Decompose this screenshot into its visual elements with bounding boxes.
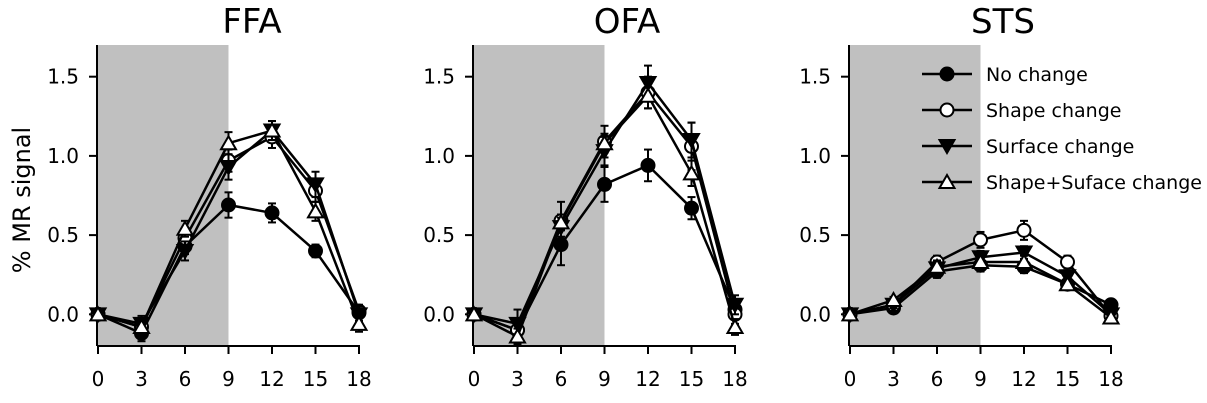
data-point xyxy=(597,176,612,192)
data-point xyxy=(595,134,614,151)
y-tick-label: 1.5 xyxy=(799,65,831,89)
data-point xyxy=(1014,253,1034,270)
x-tick-label: 18 xyxy=(722,367,747,391)
legend-label: Shape+Suface change xyxy=(986,172,1202,194)
x-tick-label: 15 xyxy=(1055,367,1080,391)
shaded-region xyxy=(474,45,605,346)
x-tick-label: 15 xyxy=(679,367,704,391)
series-shape-suface-change xyxy=(840,253,1121,325)
data-point xyxy=(175,219,195,236)
shaded-region xyxy=(98,45,229,346)
x-tick-label: 18 xyxy=(346,367,371,391)
data-point xyxy=(937,172,957,189)
panel-title: FFA xyxy=(222,2,281,42)
y-tick-label: 0.0 xyxy=(799,302,831,326)
data-point xyxy=(971,253,990,270)
data-point xyxy=(682,164,701,181)
y-tick-label: 1.0 xyxy=(799,144,831,168)
data-point xyxy=(937,139,957,156)
data-point xyxy=(308,243,323,259)
legend-label: No change xyxy=(986,64,1088,86)
x-tick-label: 0 xyxy=(468,367,481,391)
y-tick-label: 1.0 xyxy=(47,144,79,168)
y-tick-label: 1.0 xyxy=(423,144,455,168)
data-point xyxy=(1016,222,1032,238)
y-tick-label: 0.5 xyxy=(799,223,831,247)
data-point xyxy=(684,200,699,216)
data-point xyxy=(884,291,903,308)
x-tick-label: 3 xyxy=(135,367,148,391)
y-tick-label: 0.0 xyxy=(423,302,455,326)
data-point xyxy=(219,134,238,151)
y-axis-label: % MR signal xyxy=(8,127,36,273)
data-point xyxy=(508,327,527,344)
x-tick-label: 9 xyxy=(222,367,235,391)
legend-item: Shape+Suface change xyxy=(922,172,1202,194)
data-point xyxy=(973,232,988,248)
series-shape-suface-change xyxy=(88,120,369,335)
data-point xyxy=(262,121,282,138)
data-point xyxy=(1014,245,1034,262)
data-point xyxy=(927,257,947,274)
data-point xyxy=(725,297,745,314)
data-point xyxy=(1060,254,1075,270)
y-tick-label: 0.5 xyxy=(423,223,455,247)
data-point xyxy=(306,202,325,219)
x-tick-label: 3 xyxy=(511,367,524,391)
legend-label: Shape change xyxy=(986,100,1121,122)
x-tick-label: 12 xyxy=(1011,367,1036,391)
y-tick-label: 0.5 xyxy=(47,223,79,247)
panel-ofa: OFA 0 3 6 9 12 15 18 0.0 0.5 1.0 1.5 xyxy=(423,2,748,391)
data-point xyxy=(640,157,656,173)
data-point xyxy=(840,305,860,322)
x-tick-label: 6 xyxy=(931,367,944,391)
x-tick-label: 12 xyxy=(635,367,660,391)
legend-item: Surface change xyxy=(922,136,1134,158)
data-point xyxy=(1058,275,1077,292)
data-point xyxy=(132,317,151,334)
data-point xyxy=(88,305,108,322)
data-point xyxy=(638,86,658,103)
x-tick-label: 0 xyxy=(92,367,105,391)
legend: No change Shape change Surface change Shape… xyxy=(922,64,1202,194)
data-point xyxy=(219,159,238,176)
data-point xyxy=(306,177,325,194)
y-tick-label: 1.5 xyxy=(423,65,455,89)
data-point xyxy=(939,66,955,82)
x-tick-label: 12 xyxy=(259,367,284,391)
y-tick-label: 1.5 xyxy=(47,65,79,89)
y-tick-label: 0.0 xyxy=(47,302,79,326)
x-tick-label: 15 xyxy=(303,367,328,391)
x-tick-label: 9 xyxy=(598,367,611,391)
data-point xyxy=(264,205,280,221)
series-shape-suface-change xyxy=(464,82,745,346)
legend-label: Surface change xyxy=(986,136,1134,158)
data-point xyxy=(725,317,745,334)
shaded-region xyxy=(850,45,981,346)
data-point xyxy=(939,102,955,118)
x-tick-label: 18 xyxy=(1098,367,1123,391)
data-point xyxy=(175,243,195,260)
data-point xyxy=(682,133,701,150)
data-point xyxy=(221,197,236,213)
panel-ffa: FFA 0 3 6 9 12 15 18 0.0 0.5 1.0 1.5 xyxy=(47,2,372,391)
data-point xyxy=(551,213,571,230)
legend-item: Shape change xyxy=(922,100,1121,122)
data-point xyxy=(464,305,484,322)
x-tick-label: 3 xyxy=(887,367,900,391)
panel-title: STS xyxy=(971,2,1035,42)
data-point xyxy=(349,314,369,331)
data-point xyxy=(1101,308,1121,325)
panel-title: OFA xyxy=(594,2,660,42)
x-tick-label: 9 xyxy=(974,367,987,391)
x-tick-label: 6 xyxy=(555,367,568,391)
legend-item: No change xyxy=(922,64,1088,86)
panel-sts: STS 0 3 6 9 12 15 18 0.0 0.5 1.0 1.5 No change Shape … xyxy=(799,2,1202,391)
x-tick-label: 0 xyxy=(844,367,857,391)
x-tick-label: 6 xyxy=(179,367,192,391)
